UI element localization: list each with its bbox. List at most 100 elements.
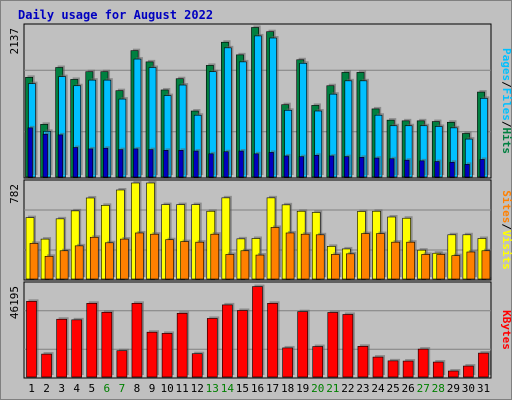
bar-hits-pages-day-28 [434, 161, 440, 178]
bar-kbytes-kbytes-day-24 [372, 356, 384, 378]
bar-visits-sites-day-19 [300, 233, 310, 280]
bar-hits-pages-day-13 [208, 153, 214, 178]
day-label-9: 9 [149, 382, 156, 395]
bar-visits-sites-day-2 [44, 255, 54, 280]
panel-hits-legend-item-0: Pages [500, 48, 512, 81]
bar-visits-sites-day-3 [59, 250, 69, 280]
day-label-11: 11 [176, 382, 189, 395]
day-label-30: 30 [462, 382, 475, 395]
day-label-17: 17 [266, 382, 279, 395]
bar-kbytes-kbytes-day-4 [71, 319, 82, 378]
bar-kbytes-kbytes-day-3 [56, 318, 67, 378]
bar-kbytes-kbytes-day-15 [237, 310, 248, 378]
day-label-4: 4 [73, 382, 80, 395]
day-label-5: 5 [88, 382, 95, 395]
day-label-15: 15 [236, 382, 249, 395]
bar-hits-pages-day-29 [449, 161, 455, 178]
bar-visits-sites-day-31 [481, 250, 491, 280]
bar-hits-pages-day-31 [479, 159, 485, 178]
day-label-13: 13 [206, 382, 219, 395]
bar-kbytes-kbytes-day-1 [26, 301, 37, 378]
day-label-3: 3 [58, 382, 65, 395]
bar-visits-sites-day-26 [406, 241, 415, 280]
bar-hits-pages-day-6 [103, 147, 109, 178]
day-label-29: 29 [447, 382, 460, 395]
panel-visits-legend-item-0: Sites [500, 190, 512, 223]
bar-kbytes-kbytes-day-13 [206, 318, 218, 378]
bar-visits-sites-day-15 [240, 250, 250, 280]
day-label-23: 23 [356, 382, 369, 395]
bar-hits-pages-day-30 [464, 164, 470, 178]
bar-visits-sites-day-17 [270, 227, 280, 280]
bar-hits-pages-day-26 [404, 159, 410, 178]
day-label-28: 28 [432, 382, 445, 395]
bar-visits-sites-day-25 [391, 241, 400, 280]
bar-kbytes-kbytes-day-9 [146, 331, 158, 378]
bar-visits-sites-day-28 [436, 254, 446, 280]
day-label-14: 14 [221, 382, 235, 395]
panel-kbytes: 46195 KBytes [8, 281, 512, 379]
bar-hits-pages-day-5 [87, 148, 94, 178]
panel-visits-legend: Sites/Visits [500, 190, 512, 270]
bar-visits-sites-day-5 [89, 236, 99, 280]
bar-visits-sites-day-22 [346, 253, 355, 280]
day-label-25: 25 [386, 382, 399, 395]
bar-kbytes-kbytes-day-7 [116, 350, 128, 378]
panel-visits-max-label: 782 [8, 184, 21, 204]
bar-visits-sites-day-30 [466, 251, 476, 280]
bar-kbytes-kbytes-day-30 [463, 365, 474, 378]
bar-kbytes-kbytes-day-8 [131, 303, 143, 378]
chart-title: Daily usage for August 2022 [18, 8, 213, 22]
bar-visits-sites-day-24 [376, 233, 385, 280]
bar-visits-sites-day-1 [29, 243, 39, 280]
bar-hits-pages-day-3 [57, 134, 63, 178]
bar-visits-sites-day-6 [105, 242, 114, 280]
bar-hits-pages-day-18 [283, 155, 289, 178]
bar-visits-sites-day-23 [361, 233, 370, 280]
bar-hits-pages-day-4 [72, 147, 78, 178]
bar-kbytes-kbytes-day-29 [448, 370, 459, 378]
day-label-10: 10 [160, 382, 173, 395]
bar-visits-sites-day-16 [255, 254, 265, 280]
bar-hits-pages-day-12 [193, 150, 199, 178]
day-label-6: 6 [104, 382, 111, 395]
bar-kbytes-kbytes-day-21 [327, 312, 339, 378]
bar-kbytes-kbytes-day-14 [222, 304, 233, 378]
panel-hits-legend-item-3: / [500, 121, 512, 128]
day-label-18: 18 [281, 382, 294, 395]
bar-kbytes-kbytes-day-2 [41, 353, 52, 378]
bar-kbytes-kbytes-day-31 [478, 352, 489, 378]
bar-kbytes-kbytes-day-6 [101, 311, 113, 378]
bar-visits-sites-day-21 [330, 254, 340, 280]
bar-visits-sites-day-18 [285, 232, 295, 280]
panel-kbytes-legend-item-0: KBytes [500, 310, 512, 350]
bar-visits-sites-day-20 [315, 234, 325, 280]
panel-hits-legend-item-4: Hits [500, 128, 512, 155]
bar-kbytes-kbytes-day-20 [312, 346, 324, 378]
bar-hits-pages-day-7 [118, 149, 124, 178]
panel-kbytes-max-label: 46195 [8, 286, 21, 319]
bar-visits-sites-day-29 [451, 255, 461, 280]
bar-visits-sites-day-12 [195, 241, 205, 280]
bar-kbytes-kbytes-day-18 [282, 347, 293, 378]
bar-hits-pages-day-16 [253, 153, 259, 178]
day-label-27: 27 [417, 382, 430, 395]
bar-visits-sites-day-27 [421, 254, 430, 280]
bar-hits-pages-day-10 [163, 150, 169, 178]
bar-hits-pages-day-22 [344, 156, 350, 178]
bar-kbytes-kbytes-day-11 [176, 312, 188, 378]
bar-hits-pages-day-25 [389, 158, 395, 178]
bar-hits-pages-day-14 [223, 151, 229, 178]
day-label-12: 12 [191, 382, 204, 395]
bar-visits-sites-day-8 [135, 232, 144, 280]
panel-visits-legend-item-2: Visits [500, 230, 512, 270]
bar-kbytes-kbytes-day-26 [402, 360, 414, 378]
bar-hits-pages-day-20 [313, 154, 320, 178]
bar-hits-pages-day-8 [133, 148, 139, 178]
bar-kbytes-kbytes-day-27 [417, 348, 429, 378]
bar-hits-pages-day-2 [42, 133, 48, 178]
bar-kbytes-kbytes-day-25 [387, 360, 399, 378]
